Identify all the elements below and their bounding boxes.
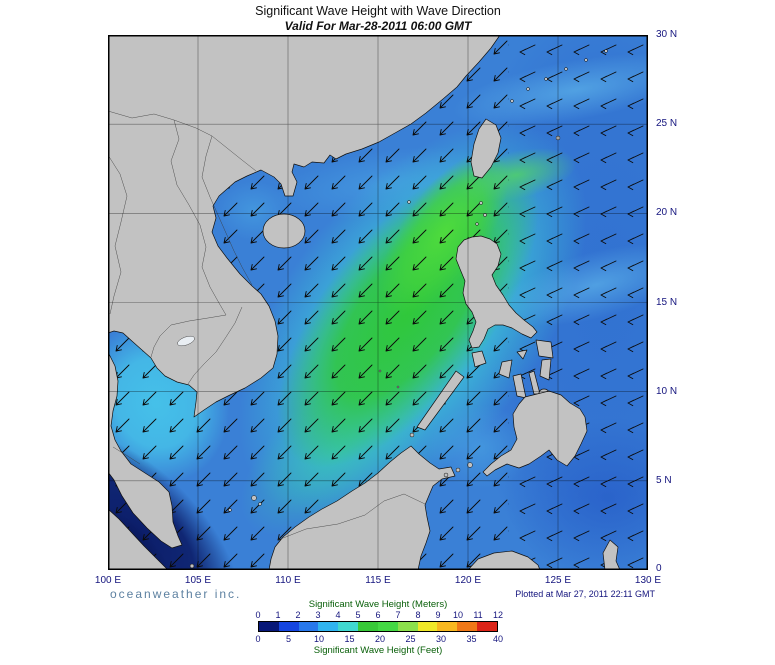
chart-valid-time: Valid For Mar-28-2011 06:00 GMT (284, 19, 472, 33)
meters-tick: 8 (415, 610, 421, 620)
land-borneo (268, 445, 456, 571)
lon-label-125e: 125 E (544, 575, 572, 586)
meters-tick: 10 (452, 610, 464, 620)
lat-label-25n: 25 N (656, 118, 678, 129)
lon-label-100e: 100 E (94, 575, 122, 586)
meters-tick: 4 (335, 610, 341, 620)
meters-tick: 6 (375, 610, 381, 620)
map-canvas (36, 0, 755, 635)
land-mainland-asia (107, 34, 501, 418)
meters-tick: 1 (275, 610, 281, 620)
feet-tick: 35 (466, 634, 477, 644)
oceanweather-wordmark: oceanweather inc. (110, 587, 242, 601)
plotted-timestamp: Plotted at Mar 27, 2011 22:11 GMT (515, 589, 655, 599)
lon-label-105e: 105 E (184, 575, 212, 586)
land-samar (535, 339, 554, 359)
lat-label-5n: 5 N (656, 475, 672, 486)
lon-label-130e: 130 E (634, 575, 662, 586)
meters-tick: 7 (395, 610, 401, 620)
lake-tonle-sap (177, 335, 195, 347)
lat-label-20n: 20 N (656, 207, 678, 218)
lat-label-0: 0 (656, 563, 662, 574)
legend-meters-title: Significant Wave Height (Meters) (308, 599, 448, 610)
land-luzon (455, 235, 538, 349)
meters-tick: 5 (355, 610, 361, 620)
lon-label-110e: 110 E (275, 575, 301, 586)
land-hainan (262, 213, 306, 249)
land-leyte (539, 358, 552, 381)
land-palawan (416, 370, 465, 431)
feet-tick: 25 (405, 634, 416, 644)
feet-tick: 20 (374, 634, 386, 644)
lat-label-30n: 30 N (656, 29, 678, 40)
meters-tick: 11 (473, 610, 483, 620)
land-mindanao (482, 390, 588, 477)
lat-label-15n: 15 N (656, 297, 678, 308)
feet-tick: 40 (492, 634, 504, 644)
feet-tick: 5 (285, 634, 292, 644)
land-masbate (516, 349, 528, 360)
lat-label-10n: 10 N (656, 386, 678, 397)
map-svg (36, 0, 755, 635)
map-frame-border (108, 35, 648, 570)
legend-feet-title: Significant Wave Height (Feet) (313, 645, 443, 656)
small-islands (189, 49, 608, 569)
feet-tick: 30 (435, 634, 447, 644)
graticule (108, 35, 648, 570)
land-mindoro (471, 350, 487, 368)
meters-tick: 3 (315, 610, 321, 620)
feet-tick: 0 (255, 634, 261, 644)
country-borders (107, 110, 426, 541)
legend-meters-ticks: 0 1 2 3 4 5 6 7 8 9 10 11 12 (255, 610, 503, 620)
meters-tick: 2 (295, 610, 301, 620)
meters-tick: 9 (435, 610, 441, 620)
lon-label-115e: 115 E (365, 575, 391, 586)
legend-feet-ticks: 0 5 10 15 20 25 30 35 40 (255, 634, 503, 644)
lon-label-120e: 120 E (454, 575, 482, 586)
legend-colorbar (258, 621, 498, 632)
land-taiwan (470, 118, 502, 179)
land-panay (498, 359, 513, 379)
land-malay-peninsula (107, 351, 183, 549)
meters-tick: 0 (255, 610, 261, 620)
chart-title: Significant Wave Height with Wave Direct… (255, 4, 501, 18)
meters-tick: 12 (492, 610, 504, 620)
feet-tick: 15 (344, 634, 355, 644)
landmasses (107, 34, 621, 571)
feet-tick: 10 (313, 634, 325, 644)
